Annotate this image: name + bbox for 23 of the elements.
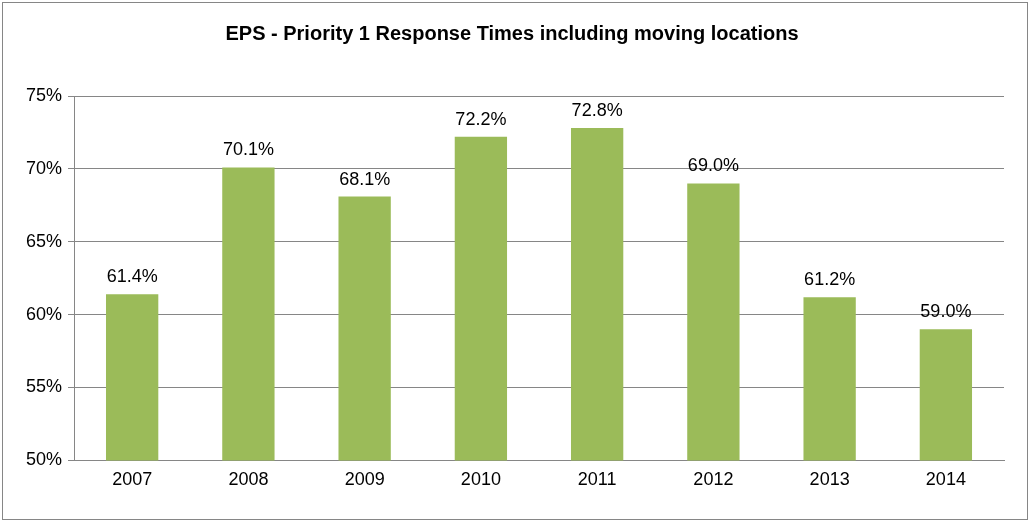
data-label: 61.4% xyxy=(106,266,158,287)
chart-title: EPS - Priority 1 Response Times including moving locations xyxy=(225,21,799,44)
y-tick-label: 65% xyxy=(26,230,63,251)
x-tick-label: 2014 xyxy=(925,469,966,490)
data-label: 59.0% xyxy=(920,301,972,322)
data-label: 68.1% xyxy=(339,168,391,189)
x-tick-label: 2008 xyxy=(228,469,269,490)
y-tick-label: 50% xyxy=(26,449,63,470)
x-tick-label: 2010 xyxy=(460,469,501,490)
data-label: 72.8% xyxy=(571,100,623,121)
y-tick-label: 75% xyxy=(26,84,63,105)
x-tick-label: 2011 xyxy=(577,469,617,490)
x-tick-label: 2012 xyxy=(693,469,734,490)
x-tick-label: 2013 xyxy=(809,469,850,490)
data-label: 61.2% xyxy=(804,269,856,290)
x-tick-label: 2007 xyxy=(112,469,153,490)
y-tick-label: 55% xyxy=(26,376,63,397)
y-tick-label: 60% xyxy=(26,303,63,324)
data-label: 69.0% xyxy=(687,155,739,176)
data-label: 72.2% xyxy=(455,108,507,129)
y-tick-label: 70% xyxy=(26,157,63,178)
x-tick-label: 2009 xyxy=(344,469,385,490)
data-label: 70.1% xyxy=(222,139,274,160)
